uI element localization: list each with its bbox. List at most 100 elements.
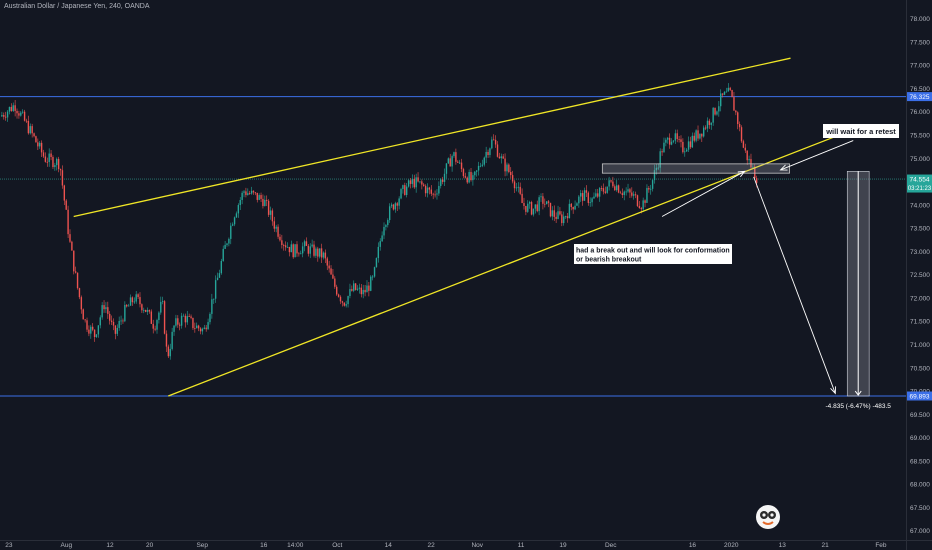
candle-body [612, 181, 614, 187]
candle-body [103, 305, 105, 310]
candle-body [702, 127, 705, 137]
price-tag-countdown: 03:21:23 [908, 186, 932, 192]
x-tick-label: 19 [559, 542, 567, 549]
price-tag-label: 76.325 [910, 94, 930, 101]
candle-body [16, 110, 18, 114]
annotation-arrow-head [779, 164, 788, 171]
candle-body [615, 185, 618, 191]
candle-body [474, 171, 476, 176]
candle-body [35, 136, 37, 143]
candle-body [307, 245, 310, 254]
candle-body [74, 271, 77, 273]
candle-body [606, 186, 608, 193]
candle-body [84, 319, 86, 321]
candle-body [604, 191, 607, 193]
candle-body [633, 194, 635, 196]
candle-body [617, 185, 620, 193]
y-tick-label: 72.500 [910, 272, 930, 279]
candle-body [184, 315, 187, 323]
candle-body [160, 301, 162, 313]
candle-body [519, 186, 521, 194]
candle-body [135, 294, 137, 302]
x-tick-label: 14 [385, 542, 393, 549]
candle-body [396, 203, 398, 206]
candle-body [192, 317, 194, 329]
candle-body [283, 244, 285, 246]
candle-body [224, 244, 226, 249]
candle-body [347, 296, 349, 305]
y-tick-label: 78.000 [910, 16, 930, 23]
candle-body [623, 191, 625, 195]
candle-body [290, 244, 293, 253]
candle-body [597, 193, 599, 197]
candle-body [303, 241, 306, 247]
candle-body [349, 289, 351, 297]
retest-callout-text: will wait for a retest [825, 127, 896, 136]
candle-body [394, 203, 397, 210]
candle-body [561, 214, 563, 224]
candle-body [358, 287, 361, 289]
candle-body [231, 224, 234, 226]
candle-body [648, 188, 650, 190]
candle-body [400, 189, 402, 199]
candle-body [207, 322, 209, 330]
candle-body [328, 265, 330, 269]
breakout-callout-box [574, 244, 732, 264]
candle-body [754, 166, 756, 179]
candle-body [428, 187, 431, 190]
x-tick-label: Aug [61, 542, 73, 549]
candle-body [557, 211, 559, 219]
lower-trendline [168, 136, 834, 397]
candle-body [598, 188, 601, 197]
candle-body [301, 246, 304, 254]
candle-body [744, 147, 747, 151]
price-tag-label: 69.893 [910, 394, 930, 401]
candle-body [226, 243, 228, 245]
candle-body [398, 198, 400, 206]
candle-body [86, 320, 88, 330]
candle-body [80, 297, 83, 310]
y-tick-label: 75.500 [910, 133, 930, 140]
candle-body [59, 169, 62, 171]
candle-body [508, 164, 510, 172]
candle-body [341, 301, 344, 303]
candle-body [76, 272, 79, 289]
candle-body [457, 161, 459, 163]
candle-body [3, 115, 5, 117]
projection-arrow-head [830, 386, 837, 395]
y-tick-label: 73.500 [910, 226, 930, 233]
candle-body [701, 133, 703, 137]
candle-body [88, 329, 90, 334]
candle-body [44, 156, 47, 162]
candle-body [165, 333, 168, 347]
candle-body [320, 248, 323, 258]
candle-body [697, 130, 699, 139]
candle-body [672, 140, 675, 142]
candle-body [133, 301, 136, 303]
measure-label: -4.835 (-6.47%) -483.5 [826, 403, 892, 410]
candle-body [148, 310, 151, 312]
y-tick-label: 77.000 [910, 63, 930, 70]
candle-body [150, 311, 153, 324]
candle-body [710, 122, 712, 125]
candle-body [441, 179, 444, 182]
candle-body [107, 307, 109, 314]
candle-body [82, 309, 84, 320]
x-tick-label: Sep [196, 542, 208, 549]
candle-body [430, 189, 432, 194]
tradingview-logo [756, 505, 780, 529]
candle-body [413, 178, 415, 188]
y-tick-label: 67.000 [910, 528, 930, 535]
candle-body [685, 149, 688, 152]
upper-trendline [73, 57, 791, 218]
candle-body [455, 152, 457, 162]
y-tick-label: 70.500 [910, 365, 930, 372]
candle-body [727, 87, 729, 92]
candle-body [407, 180, 410, 187]
candle-body [250, 190, 253, 194]
candle-body [657, 167, 659, 169]
candle-body [377, 246, 380, 259]
candle-body [20, 112, 22, 116]
